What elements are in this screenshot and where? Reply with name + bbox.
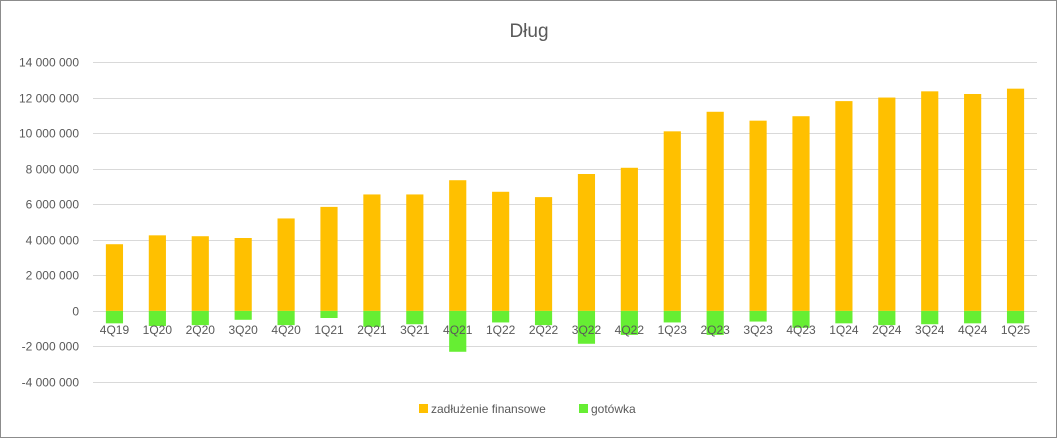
- x-tick-label: 4Q19: [100, 323, 130, 337]
- debt-bar: [964, 94, 982, 311]
- x-tick-label: 2Q22: [529, 323, 559, 337]
- debt-bar: [105, 244, 124, 311]
- y-tick-label: 2 000 000: [26, 269, 80, 283]
- cash-bar: [148, 310, 166, 326]
- x-tick-label: 3Q20: [229, 323, 259, 337]
- x-tick-label: 4Q24: [958, 323, 988, 337]
- cash-bar: [234, 310, 252, 320]
- debt-bar: [663, 131, 681, 311]
- y-tick-label: 10 000 000: [19, 127, 79, 141]
- y-tick-label: 0: [72, 305, 79, 319]
- x-axis-tick-labels: 4Q19 1Q20 2Q20 3Q20 4Q20 1Q21 2Q21 3Q21 4Q21 1Q22…: [100, 323, 1031, 337]
- x-tick-label: 1Q21: [314, 323, 344, 337]
- cash-bar: [449, 310, 467, 352]
- debt-bar: [835, 101, 853, 311]
- cash-bar: [577, 310, 596, 344]
- legend-label-debt: zadłużenie finansowe: [431, 402, 546, 416]
- cash-bar: [406, 310, 424, 325]
- cash-bar: [191, 310, 209, 326]
- debt-bar: [1006, 88, 1025, 311]
- cash-bar: [534, 310, 553, 326]
- cash-bar: [663, 310, 681, 323]
- debt-bar: [363, 194, 381, 311]
- cash-bar: [706, 310, 724, 335]
- x-tick-label: 4Q22: [615, 323, 645, 337]
- debt-bar: [706, 111, 724, 311]
- x-tick-label: 1Q22: [486, 323, 516, 337]
- legend-swatch-cash: [579, 404, 588, 413]
- y-tick-label: -2 000 000: [22, 340, 80, 354]
- debt-bar: [921, 91, 939, 311]
- x-tick-label: 2Q20: [186, 323, 216, 337]
- cash-bar: [878, 310, 896, 326]
- debt-bar: [749, 120, 767, 311]
- x-tick-label: 3Q21: [400, 323, 430, 337]
- bars: [105, 88, 1025, 352]
- x-tick-label: 2Q21: [357, 323, 387, 337]
- cash-bar: [320, 310, 338, 318]
- x-tick-label: 1Q24: [829, 323, 859, 337]
- debt-bar: [191, 236, 209, 311]
- cash-bar: [921, 310, 939, 325]
- debt-bar: [792, 116, 810, 311]
- legend: zadłużenie finansowe gotówka: [419, 402, 636, 416]
- y-tick-label: 8 000 000: [26, 163, 80, 177]
- cash-bar: [964, 310, 982, 324]
- cash-bar: [749, 310, 767, 322]
- y-tick-label: 4 000 000: [26, 234, 80, 248]
- x-tick-label: 4Q20: [271, 323, 301, 337]
- debt-bar: [577, 174, 596, 311]
- x-tick-label: 2Q23: [701, 323, 731, 337]
- cash-bar: [277, 310, 295, 326]
- cash-bar: [1006, 310, 1025, 324]
- debt-bar: [878, 97, 896, 311]
- y-axis-tick-labels: 14 000 000 12 000 000 10 000 000 8 000 000 6…: [19, 56, 79, 390]
- x-tick-label: 2Q24: [872, 323, 902, 337]
- x-tick-label: 1Q20: [143, 323, 173, 337]
- debt-bar: [277, 218, 295, 311]
- cash-bar: [492, 310, 510, 323]
- debt-bar: [449, 180, 467, 311]
- debt-bar: [148, 235, 166, 311]
- x-tick-label: 3Q23: [743, 323, 773, 337]
- x-tick-label: 4Q23: [786, 323, 816, 337]
- x-tick-label: 1Q25: [1001, 323, 1031, 337]
- x-tick-label: 3Q24: [915, 323, 945, 337]
- x-tick-label: 4Q21: [443, 323, 473, 337]
- x-tick-label: 3Q22: [572, 323, 602, 337]
- cash-bar: [620, 310, 638, 335]
- y-tick-label: 14 000 000: [19, 56, 79, 70]
- cash-bar: [363, 310, 381, 327]
- cash-bar: [105, 310, 124, 324]
- debt-bar: [320, 206, 338, 311]
- debt-bar: [492, 191, 510, 311]
- y-tick-label: 6 000 000: [26, 198, 80, 212]
- x-tick-label: 1Q23: [658, 323, 688, 337]
- y-tick-label: -4 000 000: [22, 376, 80, 390]
- y-tick-label: 12 000 000: [19, 92, 79, 106]
- cash-bar: [835, 310, 853, 324]
- legend-label-cash: gotówka: [591, 402, 636, 416]
- debt-bar: [406, 194, 424, 311]
- debt-bar: [234, 238, 252, 311]
- legend-swatch-debt: [419, 404, 428, 413]
- debt-bar: [534, 197, 553, 311]
- chart-title: Dług: [509, 21, 548, 42]
- debt-bar: [620, 167, 638, 311]
- cash-bar: [792, 310, 810, 328]
